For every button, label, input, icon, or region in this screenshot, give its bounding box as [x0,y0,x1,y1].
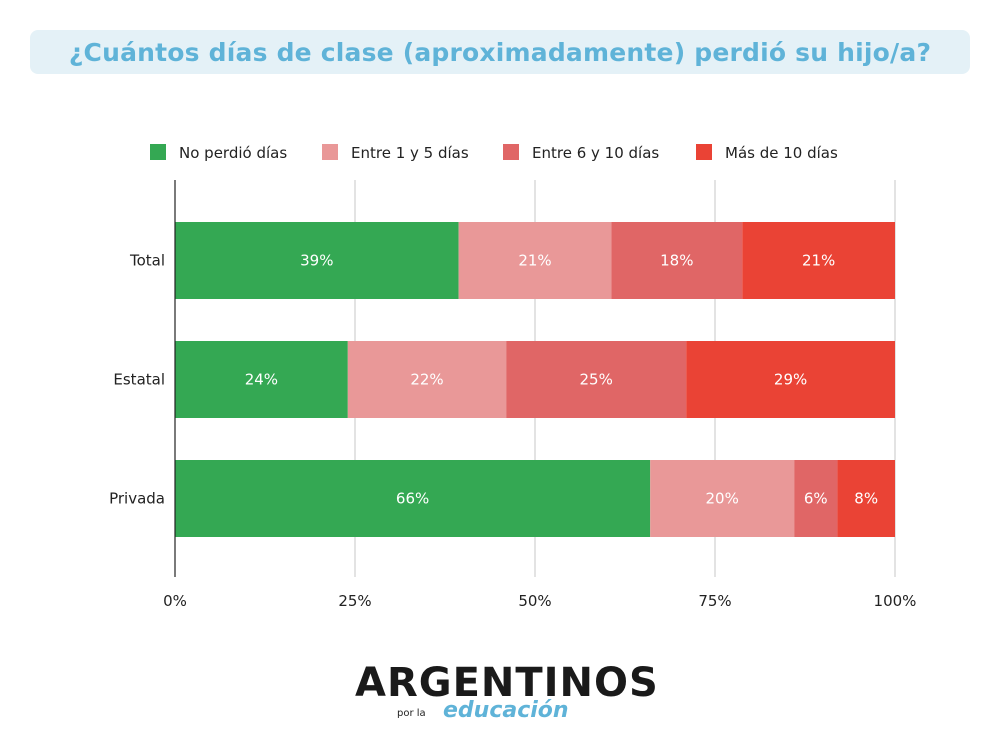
legend-swatch [503,144,519,160]
logo-main-text: ARGENTINOS [355,660,659,706]
bar-segment [611,222,743,299]
x-tick-label: 50% [518,592,551,610]
legend-swatch [322,144,338,160]
x-tick-label: 75% [698,592,731,610]
bar-segment [175,222,459,299]
x-tick-label: 100% [874,592,917,610]
x-tick-label: 0% [163,592,187,610]
bar-segment [175,460,651,537]
logo-educacion-text: educación [443,698,569,723]
legend-label: Más de 10 días [725,144,838,162]
bar-segment [794,460,838,537]
bar-value-label: 29% [774,371,807,389]
bar-segment [650,460,795,537]
legend-label: Entre 1 y 5 días [351,144,469,162]
bar-value-label: 21% [518,252,551,270]
legend-swatch [696,144,712,160]
category-label: Total [129,252,165,270]
bar-value-label: 21% [802,252,835,270]
legend-label: Entre 6 y 10 días [532,144,659,162]
x-axis-ticks: 0% 25% 50% 75% 100% [163,592,916,610]
category-label: Privada [109,490,165,508]
category-label: Estatal [113,371,165,389]
bar-value-label: 39% [300,252,333,270]
bars: 39% 21% 18% 21% 24% 22% 25% 29% 66% 20% 6% 8% [175,222,895,537]
bar-value-label: 24% [245,371,278,389]
legend-label: No perdió días [179,144,287,162]
chart-title: ¿Cuántos días de clase (aproximadamente)… [68,37,932,67]
bar-value-label: 25% [580,371,613,389]
x-tick-label: 25% [338,592,371,610]
bar-value-label: 18% [660,252,693,270]
stacked-bar-chart: No perdió días Entre 1 y 5 días Entre 6 y … [109,144,916,610]
logo-por-la-text: por la [397,708,426,719]
bar-value-label: 20% [706,490,739,508]
bar-value-label: 22% [410,371,443,389]
bar-segment [506,341,687,418]
legend-swatch [150,144,166,160]
bar-segment [686,341,895,418]
bar-value-label: 6% [804,490,828,508]
bar-value-label: 66% [396,490,429,508]
argentinos-logo: ARGENTINOS por la educación [355,660,659,730]
bar-value-label: 8% [854,490,878,508]
bar-segment [347,341,507,418]
category-labels: Total Estatal Privada [109,252,165,508]
chart-title-box: ¿Cuántos días de clase (aproximadamente)… [30,30,970,74]
legend: No perdió días Entre 1 y 5 días Entre 6 y … [150,144,838,162]
bar-segment [742,222,895,299]
bar-segment [458,222,612,299]
bar-segment [837,460,895,537]
bar-segment [175,341,348,418]
